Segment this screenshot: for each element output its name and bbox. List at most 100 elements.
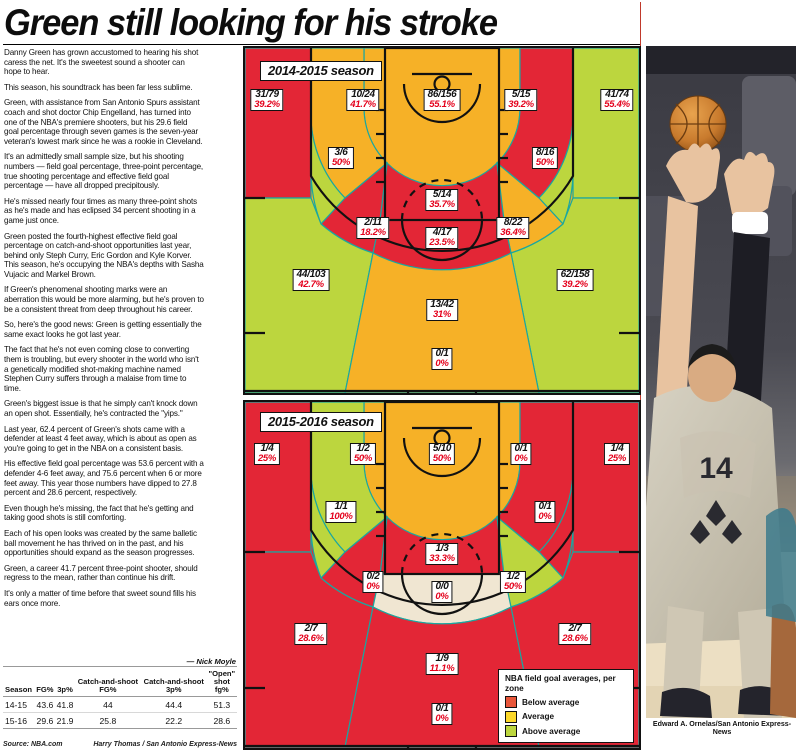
zone-makes: 1/2 bbox=[506, 571, 520, 582]
season-label-2: 2015-2016 season bbox=[260, 412, 382, 432]
zone-label-backcourt: 0/1 0% bbox=[431, 703, 453, 725]
zone-pct: 0% bbox=[366, 580, 380, 592]
table-column-header: Season bbox=[3, 666, 35, 697]
table-cell: 15-16 bbox=[3, 712, 35, 729]
zone-pct: 50% bbox=[503, 580, 523, 592]
zone-label-right-corner-3: 41/74 55.4% bbox=[600, 89, 634, 111]
zone-label-left-wing-mid: 10/24 41.7% bbox=[346, 89, 380, 111]
article-paragraph: Danny Green has grown accustomed to hear… bbox=[4, 48, 199, 77]
shot-chart-2014-2015: 2014-2015 season 86/156 55.1% 10/24 41.7% 5/… bbox=[243, 46, 641, 395]
table-column-header: 3p% bbox=[55, 666, 75, 697]
zone-makes: 1/4 bbox=[260, 443, 274, 454]
table-cell: 14-15 bbox=[3, 696, 35, 713]
zone-makes: 5/10 bbox=[432, 443, 452, 454]
legend-item: Average bbox=[505, 710, 627, 723]
legend-swatch-icon bbox=[505, 725, 517, 737]
zone-pct: 31% bbox=[432, 308, 452, 320]
zone-pct: 55.1% bbox=[429, 98, 455, 110]
table-cell: 21.9 bbox=[55, 712, 75, 729]
zone-makes: 31/79 bbox=[255, 89, 279, 100]
zone-pct: 35.7% bbox=[429, 198, 455, 210]
zone-pct: 50% bbox=[353, 452, 373, 464]
zone-makes: 0/0 bbox=[435, 581, 449, 592]
legend-label: Average bbox=[522, 712, 555, 721]
table-cell: 51.3 bbox=[206, 696, 237, 713]
zone-pct: 0% bbox=[435, 712, 449, 724]
zone-label-right-wing-3: 62/158 39.2% bbox=[556, 269, 594, 291]
table-cell: 41.8 bbox=[55, 696, 75, 713]
article-paragraph: Each of his open looks was created by th… bbox=[4, 528, 197, 558]
table-source: Source: NBA.com bbox=[3, 741, 63, 748]
zone-pct: 39.2% bbox=[562, 278, 588, 290]
table-cell: 25.8 bbox=[74, 712, 141, 729]
zone-label-left-baseline-mid: 3/6 50% bbox=[327, 147, 355, 169]
article-paragraph: Green, a career 41.7 percent three-point… bbox=[4, 563, 198, 583]
legend-label: Below average bbox=[522, 697, 580, 707]
zone-makes: 8/22 bbox=[503, 217, 523, 228]
zone-right-corner-3 bbox=[572, 402, 639, 553]
season-label-1: 2014-2015 season bbox=[260, 61, 382, 81]
court-graphic-2 bbox=[245, 402, 639, 748]
zone-label-restricted-area: 86/156 55.1% bbox=[423, 89, 461, 111]
zone-label-top-of-key-3: 13/42 31% bbox=[426, 299, 458, 321]
zone-pct: 28.6% bbox=[562, 632, 588, 644]
zone-left-wing-3 bbox=[245, 197, 374, 393]
zone-pct: 50% bbox=[535, 156, 555, 168]
zone-makes: 62/158 bbox=[560, 269, 590, 280]
photo-danny-green: 14 bbox=[646, 46, 796, 718]
article-paragraph: It's only a matter of time before that s… bbox=[4, 588, 196, 608]
zone-makes: 0/1 bbox=[435, 348, 449, 359]
table-row: 15-16 29.6 21.9 25.8 22.2 28.6 bbox=[3, 712, 237, 729]
zone-makes: 10/24 bbox=[351, 89, 375, 100]
zone-label-top-of-key-3: 1/9 11.1% bbox=[425, 653, 459, 675]
article-paragraph: His effective field goal percentage was … bbox=[4, 459, 204, 498]
legend: NBA field goal averages, per zone Below … bbox=[498, 669, 634, 743]
zone-makes: 2/7 bbox=[568, 623, 582, 634]
article-paragraph: He's missed nearly four times as many th… bbox=[4, 196, 198, 225]
zone-makes: 86/156 bbox=[427, 89, 457, 100]
zone-pct: 50% bbox=[432, 452, 452, 464]
zone-label-top-key-mid: 4/17 23.5% bbox=[425, 227, 459, 249]
table-cell: 22.2 bbox=[140, 712, 207, 729]
zone-right-baseline-mid bbox=[538, 461, 574, 580]
article-paragraph: If Green's phenomenal shooting marks wer… bbox=[4, 285, 204, 314]
zone-makes: 0/1 bbox=[514, 443, 528, 454]
table-cell: 43.6 bbox=[34, 696, 56, 713]
table-body: 14-15 43.6 41.8 44 44.4 51.3 15-16 29.6 21.9 25.8… bbox=[3, 696, 237, 729]
photo-credit: Edward A. Ornelas/San Antonio Express-Ne… bbox=[652, 720, 792, 736]
zone-right-corner-3 bbox=[572, 48, 639, 199]
zone-makes: 0/2 bbox=[366, 571, 380, 582]
article-paragraph: This season, his soundtrack has been far… bbox=[4, 82, 193, 92]
zone-makes: 2/7 bbox=[304, 623, 318, 634]
legend-swatch-icon bbox=[505, 710, 517, 723]
zone-label-right-elbow: 8/22 36.4% bbox=[496, 217, 530, 239]
article-paragraph: Green, with assistance from San Antonio … bbox=[4, 98, 203, 146]
article-paragraph: Even though he's missing, the fact that … bbox=[4, 503, 194, 523]
article-paragraph: It's an admittedly small sample size, bu… bbox=[4, 152, 204, 191]
article-paragraph: So, here's the good news: Green is getti… bbox=[4, 320, 202, 339]
zone-label-backcourt: 0/1 0% bbox=[431, 348, 453, 370]
shot-chart-2015-2016: 2015-2016 season NBA field goal averages… bbox=[243, 400, 641, 750]
zone-makes: 5/14 bbox=[432, 189, 452, 200]
zone-pct: 0% bbox=[435, 590, 449, 602]
zone-makes: 0/1 bbox=[538, 501, 552, 512]
zone-pct: 41.7% bbox=[350, 98, 376, 110]
zone-pct: 100% bbox=[329, 510, 353, 522]
zone-label-left-elbow: 0/2 0% bbox=[362, 571, 384, 593]
headline-divider bbox=[3, 44, 640, 45]
table-header-row: Season FG% 3p% Catch-and-shoot FG% Catch-and-… bbox=[3, 666, 237, 697]
table-column-header: Catch-and-shoot FG% bbox=[74, 666, 141, 697]
zone-pct: 55.4% bbox=[604, 98, 630, 110]
article-paragraph: Last year, 62.4 percent of Green's shots… bbox=[4, 424, 197, 453]
article-paragraph: The fact that he's not even coming close… bbox=[4, 345, 199, 393]
zone-label-right-wing-mid: 5/15 39.2% bbox=[504, 89, 538, 111]
zone-label-right-baseline-mid: 0/1 0% bbox=[534, 501, 556, 523]
zone-pct: 25% bbox=[607, 452, 627, 464]
article-paragraph: Green's biggest issue is that he simply … bbox=[4, 399, 198, 418]
table-cell: 28.6 bbox=[206, 712, 237, 729]
zone-pct: 28.6% bbox=[298, 632, 324, 644]
table-row: 14-15 43.6 41.8 44 44.4 51.3 bbox=[3, 696, 237, 713]
page-title: Green still looking for his stroke bbox=[4, 2, 498, 43]
zone-makes: 3/6 bbox=[334, 147, 348, 158]
